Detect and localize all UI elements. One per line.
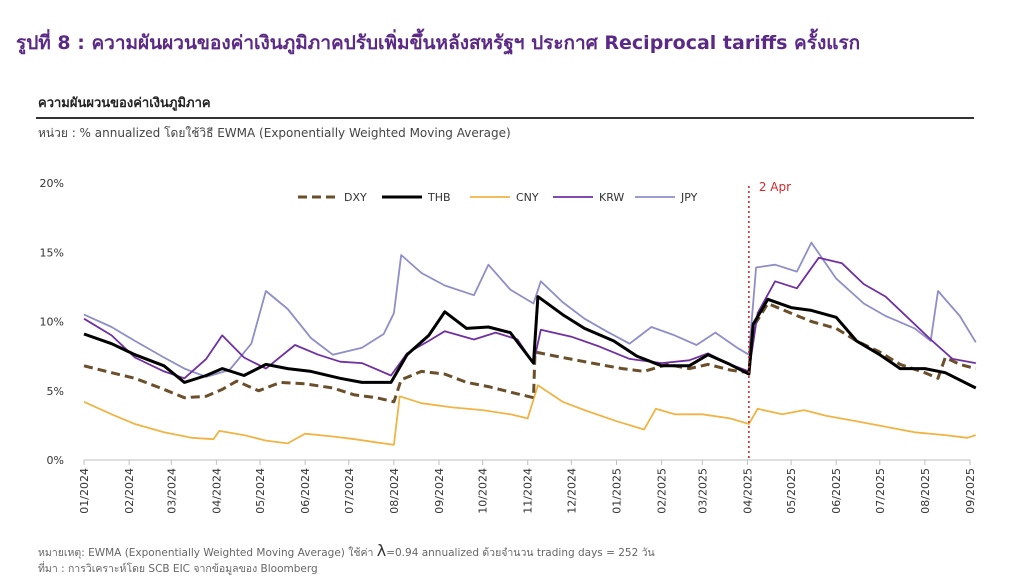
legend: DXY THB CNY KRW JPY xyxy=(298,191,698,204)
x-tick-label: 03/2025 xyxy=(696,468,709,514)
x-tick-label: 07/2024 xyxy=(343,468,356,514)
x-tick-label: 05/2024 xyxy=(254,468,267,514)
figure-title: รูปที่ 8 : ความผันผวนของค่าเงินภูมิภาคปร… xyxy=(16,32,861,54)
x-tick-label: 08/2024 xyxy=(388,468,401,514)
x-tick-label: 11/2024 xyxy=(522,468,535,514)
title-divider xyxy=(36,117,974,119)
x-tick-label: 12/2024 xyxy=(565,468,578,514)
x-tick-label: 04/2024 xyxy=(210,468,223,514)
x-tick-label: 01/2024 xyxy=(78,468,91,514)
series-line-thb xyxy=(83,295,977,390)
y-tick-label: 10% xyxy=(40,316,64,329)
legend-label-dxy: DXY xyxy=(344,191,367,204)
y-axis: 0% 5% 10% 15% 20% xyxy=(40,177,64,467)
x-tick-label: 02/2024 xyxy=(123,468,136,514)
y-tick-label: 5% xyxy=(47,385,64,398)
legend-label-jpy: JPY xyxy=(680,191,698,204)
series-line-cny xyxy=(83,384,977,446)
footnote-method-prefix: หมายเหตุ: EWMA (Exponentially Weighted M… xyxy=(38,547,374,559)
x-tick-label: 09/2025 xyxy=(964,468,977,514)
series-line-jpy xyxy=(83,241,977,378)
footnote-method: หมายเหตุ: EWMA (Exponentially Weighted M… xyxy=(38,541,655,561)
chart-title: ความผันผวนของค่าเงินภูมิภาค xyxy=(38,96,211,111)
x-axis: 01/2024 02/2024 03/2024 04/2024 05/2024 06/20… xyxy=(78,459,977,514)
x-tick-label: 07/2025 xyxy=(874,468,887,514)
annotation: 2 Apr xyxy=(748,180,791,460)
y-tick-label: 0% xyxy=(47,454,64,467)
series-line-dxy xyxy=(83,302,977,404)
y-tick-label: 20% xyxy=(40,177,64,190)
x-tick-label: 04/2025 xyxy=(741,468,754,514)
legend-label-thb: THB xyxy=(427,191,451,204)
x-tick-label: 06/2025 xyxy=(830,468,843,514)
unit-note: หน่วย : % annualized โดยใช้วิธี EWMA (Ex… xyxy=(38,126,511,140)
x-tick-label: 10/2024 xyxy=(477,468,490,514)
x-tick-label: 02/2025 xyxy=(656,468,669,514)
x-tick-label: 05/2025 xyxy=(785,468,798,514)
x-tick-label: 09/2024 xyxy=(433,468,446,514)
lambda-symbol: λ xyxy=(376,541,387,560)
x-tick-label: 01/2025 xyxy=(610,468,623,514)
series-lines xyxy=(83,241,977,446)
x-tick-label: 08/2025 xyxy=(919,468,932,514)
x-tick-label: 06/2024 xyxy=(299,468,312,514)
x-tick-label: 03/2024 xyxy=(165,468,178,514)
y-tick-label: 15% xyxy=(40,246,64,259)
annotation-label: 2 Apr xyxy=(759,180,791,194)
legend-label-krw: KRW xyxy=(599,191,624,204)
footnote-method-suffix: =0.94 annualized ด้วยจำนวน trading days … xyxy=(386,547,655,559)
footnote-source: ที่มา : การวิเคราะห์โดย SCB EIC จากข้อมู… xyxy=(38,563,318,575)
legend-label-cny: CNY xyxy=(516,191,539,204)
